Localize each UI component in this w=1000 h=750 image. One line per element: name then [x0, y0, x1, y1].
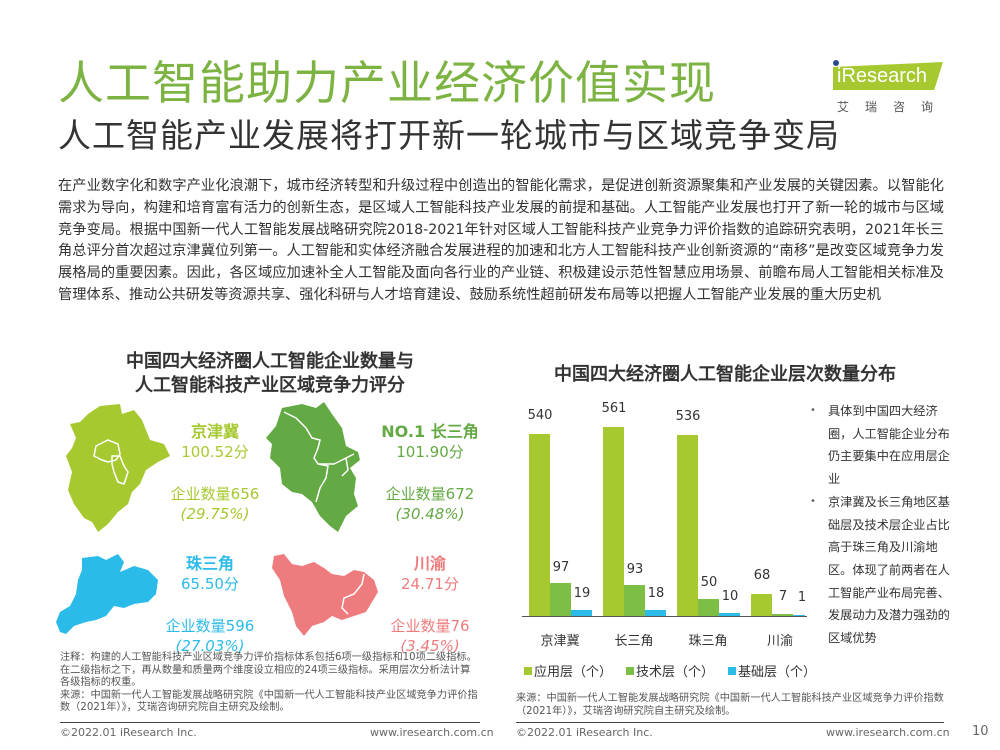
- value-label: 7: [778, 589, 788, 604]
- bar-changsanjiao-base: [645, 610, 666, 616]
- region-pct: (27.03%): [175, 637, 245, 655]
- value-label: 50: [700, 575, 718, 590]
- category-label: 长三角: [614, 634, 654, 649]
- legend-swatch-icon: [728, 666, 737, 675]
- footer-divider-left: [60, 722, 480, 723]
- value-label: 540: [527, 408, 553, 423]
- map-changsanjiao-icon: [266, 402, 360, 532]
- bar-changsanjiao-tech: [624, 585, 645, 616]
- region-changsanjiao: NO.1 长三角 101.90分 企业数量672 (30.48%): [370, 422, 490, 524]
- legend-item-base: 基础层（个）: [728, 661, 816, 680]
- region-count: 企业数量656: [170, 485, 260, 503]
- map-jingjinji-icon: [66, 404, 170, 532]
- region-name: NO.1 长三角: [381, 422, 479, 441]
- page-number: 10: [972, 724, 989, 739]
- bar-zhusanjiao-application: [677, 435, 698, 616]
- region-count: 企业数量672: [385, 485, 475, 503]
- region-pct: (29.75%): [180, 505, 250, 523]
- bar-jingjinji-base: [571, 610, 592, 616]
- region-score: 24.71分: [401, 575, 459, 593]
- left-panel-title: 中国四大经济圈人工智能企业数量与 人工智能科技产业区域竞争力评分: [60, 350, 480, 398]
- region-zhusanjiao: 珠三角 65.50分 企业数量596 (27.03%): [160, 554, 260, 656]
- region-score: 101.90分: [396, 443, 464, 461]
- category-label: 川渝: [766, 634, 793, 649]
- x-axis-line: [522, 616, 807, 617]
- footer-copyright-left: ©2022.01 iResearch Inc.: [60, 726, 197, 739]
- legend-label: 技术层（个）: [636, 665, 715, 680]
- page-title: 人工智能助力产业经济价值实现: [58, 56, 716, 110]
- region-count: 企业数量76: [390, 617, 470, 635]
- iresearch-logo: iResearch 艾瑞咨询: [823, 56, 953, 118]
- value-label: 10: [721, 589, 739, 604]
- region-chuanyu: 川渝 24.71分 企业数量76 (3.45%): [380, 554, 480, 656]
- value-label: 561: [601, 401, 627, 416]
- left-notes: 注释：构建的人工智能科技产业区域竞争力评价指标体系包括6项一级指标和10项二级指…: [60, 652, 480, 715]
- footer-website-right: www.iresearch.com.cn: [826, 726, 950, 739]
- bar-zhusanjiao-tech: [698, 599, 719, 616]
- region-pct: (30.48%): [395, 505, 465, 523]
- logo-brand: iResearch: [837, 65, 928, 87]
- footer-copyright-right: ©2022.01 iResearch Inc.: [516, 726, 653, 739]
- category-label: 京津冀: [540, 634, 580, 649]
- legend-swatch-icon: [524, 666, 532, 675]
- map-zhusanjiao-icon: [56, 554, 158, 634]
- legend-label: 基础层（个）: [738, 665, 817, 680]
- legend-item-application: 应用层（个）: [524, 661, 612, 680]
- logo-dot-icon: [833, 60, 839, 66]
- bullet-item: 京津冀及长三角地区基础层及技术层企业占比高于珠三角及川渝地区。体现了前两者在人工…: [808, 491, 958, 650]
- legend-item-tech: 技术层（个）: [626, 661, 714, 680]
- value-label: 68: [753, 568, 771, 583]
- left-title-line1: 中国四大经济圈人工智能企业数量与: [126, 351, 414, 372]
- right-source-text: 来源：中国新一代人工智能发展战略研究院《中国新一代人工智能科技产业区域竞争力评价…: [516, 693, 944, 717]
- map-chuanyu-icon: [272, 554, 378, 636]
- bar-zhusanjiao-base: [719, 613, 740, 616]
- logo-background: [833, 62, 943, 90]
- bar-jingjinji-tech: [550, 583, 571, 616]
- region-score: 100.52分: [181, 443, 249, 461]
- legend-swatch-icon: [626, 666, 635, 675]
- value-label: 18: [647, 586, 665, 601]
- bullet-item: 具体到中国四大经济圈，人工智能企业分布仍主要集中在应用层企业: [808, 400, 958, 491]
- intro-paragraph: 在产业数字化和数字产业化浪潮下，城市经济转型和升级过程中创造出的智能化需求，是促…: [58, 178, 944, 303]
- chart-legend: 应用层（个） 技术层（个） 基础层（个）: [524, 661, 816, 680]
- source-text: 来源：中国新一代人工智能发展战略研究院《中国新一代人工智能科技产业区域竞争力评价…: [60, 689, 478, 714]
- insight-bullets: 具体到中国四大经济圈，人工智能企业分布仍主要集中在应用层企业 京津冀及长三角地区…: [808, 400, 958, 650]
- value-label: 19: [573, 586, 591, 601]
- region-name: 珠三角: [185, 554, 234, 573]
- region-count: 企业数量596: [165, 617, 255, 635]
- value-label: 97: [552, 560, 570, 575]
- footer-divider-right: [516, 722, 944, 723]
- note-text: 注释：构建的人工智能科技产业区域竞争力评价指标体系包括6项一级指标和10项二级指…: [60, 652, 477, 688]
- bar-chuanyu-application: [751, 594, 772, 616]
- bar-jingjinji-application: [529, 434, 550, 616]
- right-panel-title: 中国四大经济圈人工智能企业层次数量分布: [554, 364, 896, 385]
- legend-label: 应用层（个）: [534, 665, 613, 680]
- logo-cn-text: 艾瑞咨询: [837, 100, 950, 114]
- region-jingjinji: 京津冀 100.52分 企业数量656 (29.75%): [160, 422, 270, 524]
- bar-chuanyu-tech: [772, 614, 793, 616]
- category-label: 珠三角: [688, 634, 728, 649]
- left-title-line2: 人工智能科技产业区域竞争力评分: [135, 375, 405, 396]
- value-label: 93: [626, 562, 644, 577]
- region-score: 65.50分: [181, 575, 239, 593]
- region-name: 川渝: [413, 554, 446, 573]
- region-name: 京津冀: [190, 422, 239, 441]
- footer-website-left: www.iresearch.com.cn: [370, 726, 494, 739]
- value-label: 1: [797, 590, 807, 605]
- bar-changsanjiao-application: [603, 427, 624, 616]
- page-subtitle: 人工智能产业发展将打开新一轮城市与区域竞争变局: [58, 116, 840, 155]
- value-label: 536: [675, 409, 701, 424]
- bar-chuanyu-base: [793, 615, 805, 616]
- region-pct: (3.45%): [400, 637, 460, 655]
